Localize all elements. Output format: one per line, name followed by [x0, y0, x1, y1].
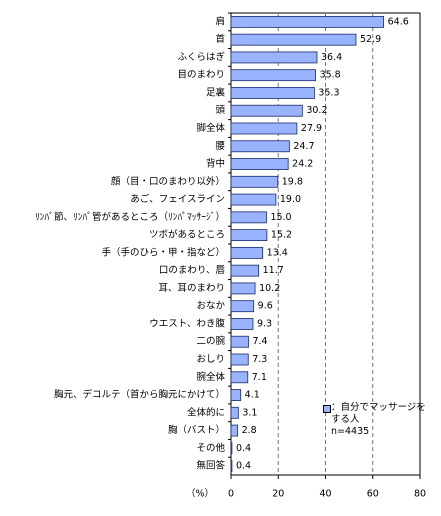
data-label: 0.4 — [236, 443, 251, 454]
data-label: 30.2 — [306, 105, 327, 116]
y-tick-label: 胸（バスト） — [168, 424, 225, 436]
legend-label: ：自分でマッサージをする人 — [331, 402, 426, 425]
bar — [230, 424, 239, 437]
data-label: 4.1 — [245, 390, 260, 401]
bar — [230, 140, 290, 153]
bar — [230, 175, 279, 188]
data-label: 15.2 — [271, 230, 292, 241]
bar — [230, 406, 239, 419]
y-tick-label: 全体的に — [187, 406, 225, 418]
x-tick-label: 60 — [367, 489, 379, 500]
x-tick-label: 20 — [272, 489, 284, 500]
data-label: 7.3 — [252, 354, 267, 365]
bar — [230, 300, 255, 313]
bar — [230, 33, 357, 46]
x-axis-title: （%） — [186, 488, 214, 500]
data-label: 19.8 — [282, 176, 303, 187]
bar — [230, 335, 249, 348]
data-label: 7.4 — [252, 336, 267, 347]
data-label: 13.4 — [267, 247, 288, 258]
y-tick-label: おなか — [196, 301, 225, 312]
bar — [230, 282, 256, 295]
legend: ：自分でマッサージをする人 n=4435 — [323, 402, 431, 438]
x-tick-label: 40 — [319, 489, 331, 500]
bar — [230, 229, 268, 242]
x-tick-label: 0 — [228, 489, 234, 500]
y-tick-label: 口のまわり、唇 — [159, 265, 226, 276]
data-label: 27.9 — [301, 123, 322, 134]
y-tick-label: 無回答 — [196, 460, 225, 472]
data-label: 10.2 — [259, 283, 280, 294]
y-tick-label: 二の腕 — [196, 335, 225, 347]
bar — [230, 104, 303, 117]
data-label: 9.3 — [257, 318, 272, 329]
y-tick-label: ふくらはぎ — [177, 51, 225, 63]
data-label: 52.9 — [360, 34, 381, 45]
data-label: 7.1 — [252, 372, 267, 383]
y-tick-label: ﾘﾝﾊﾟ節、ﾘﾝﾊﾟ管があるところ（ﾘﾝﾊﾟﾏｯｻｰｼﾞ） — [35, 211, 225, 223]
bar — [230, 371, 249, 384]
data-label: 35.8 — [320, 70, 341, 81]
y-tick-label: 顔（目・口のまわり以外） — [111, 175, 225, 187]
y-tick-label: ツボがあるところ — [149, 229, 225, 241]
data-label: 36.4 — [321, 52, 342, 63]
bar — [230, 460, 233, 473]
data-label: 0.4 — [236, 461, 251, 472]
bar — [230, 69, 316, 82]
note: n=4435 — [331, 426, 370, 437]
y-tick-label: 腕全体 — [196, 371, 225, 383]
data-label: 15.0 — [270, 212, 291, 223]
data-label: 2.8 — [242, 425, 257, 436]
bar — [230, 389, 242, 401]
y-tick-label: 背中 — [206, 158, 225, 170]
y-tick-label: 目のまわり — [177, 70, 225, 81]
data-label: 35.3 — [318, 87, 339, 98]
y-tick-label: ウエスト、わき腹 — [149, 317, 225, 329]
y-tick-label: 頭 — [215, 105, 225, 116]
data-label: 24.7 — [293, 141, 314, 152]
data-label: 19.0 — [280, 194, 301, 205]
data-label: 64.6 — [388, 16, 409, 27]
bar — [230, 264, 260, 277]
y-tick-label: 手（手のひら・甲・指など） — [101, 246, 225, 258]
y-tick-label: 肩 — [215, 15, 225, 27]
y-tick-label: その他 — [196, 442, 225, 454]
bar — [230, 87, 315, 99]
bar — [230, 122, 298, 135]
bar — [230, 246, 264, 259]
y-tick-label: おしり — [196, 354, 225, 365]
bar — [230, 15, 385, 28]
y-tick-label: 腰 — [215, 141, 225, 152]
bar — [230, 51, 318, 64]
y-tick-label: 足裏 — [206, 86, 226, 98]
bar — [230, 442, 233, 455]
x-tick-label: 80 — [414, 489, 426, 500]
bar — [230, 318, 254, 330]
bar — [230, 158, 289, 170]
y-tick-label: 耳、耳のまわり — [158, 283, 225, 294]
legend-swatch — [323, 405, 331, 413]
y-tick-label: 胸元、デコルテ（首から胸元にかけて） — [54, 389, 225, 401]
bar — [230, 211, 267, 224]
bar — [230, 193, 277, 206]
y-tick-label: 首 — [215, 33, 225, 45]
y-tick-label: あご、フェイスライン — [130, 193, 225, 205]
y-tick-label: 脚全体 — [196, 122, 225, 134]
data-label: 3.1 — [242, 407, 257, 418]
data-label: 11.7 — [263, 265, 284, 276]
data-label: 9.6 — [258, 301, 273, 312]
bar — [230, 353, 249, 366]
data-label: 24.2 — [292, 159, 313, 170]
